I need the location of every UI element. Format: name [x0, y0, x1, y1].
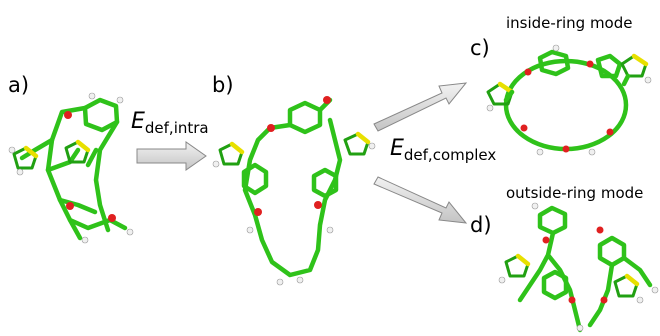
arrow	[374, 83, 466, 131]
molecule	[9, 93, 133, 243]
panel-caption: inside-ring mode	[506, 14, 633, 32]
energy-subscript: def,intra	[145, 119, 209, 137]
panel-label: a)	[8, 73, 29, 97]
arrow-label: Edef,intra	[131, 109, 209, 137]
molecule	[499, 203, 658, 331]
panel-label: b)	[212, 73, 234, 97]
arrow-label: Edef,complex	[390, 136, 496, 164]
panel-label: d)	[470, 213, 492, 237]
molecule	[213, 96, 375, 285]
energy-subscript: def,complex	[404, 146, 496, 164]
energy-symbol: E	[131, 109, 145, 134]
molecule	[487, 45, 651, 155]
panel-label: c)	[470, 36, 490, 60]
figure: a) b) c) d) inside-ring mode outside-rin…	[0, 0, 660, 336]
panel-caption: outside-ring mode	[506, 184, 643, 202]
arrow	[137, 142, 206, 170]
arrow	[374, 177, 466, 223]
energy-symbol: E	[390, 136, 404, 161]
